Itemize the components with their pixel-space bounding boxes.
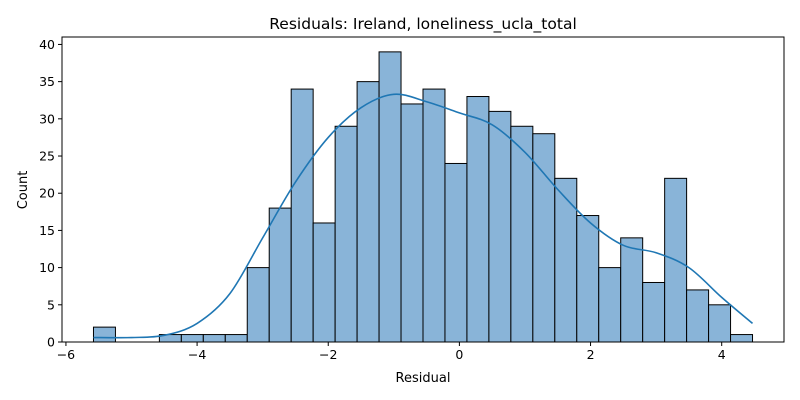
histogram-bar (400, 103, 424, 343)
x-tick-label: −6 (57, 347, 75, 362)
y-tick-label: 30 (39, 111, 55, 126)
histogram-bar (268, 207, 292, 343)
histogram-bar (246, 267, 270, 343)
histogram-bar (312, 222, 336, 343)
y-axis-label: Count (16, 171, 31, 210)
histogram-bar (356, 81, 380, 343)
histogram-bar (334, 125, 358, 343)
histogram-bar (444, 162, 468, 343)
y-tick-label: 35 (39, 74, 55, 89)
histogram-bar (554, 177, 578, 343)
y-tick-label: 10 (39, 260, 55, 275)
histogram-bar (466, 96, 490, 343)
histogram-bar (180, 334, 204, 343)
x-axis-label: Residual (396, 371, 451, 386)
chart-title: Residuals: Ireland, loneliness_ucla_tota… (269, 15, 577, 34)
histogram-bar (620, 237, 644, 343)
histogram-bar (92, 326, 116, 343)
kde-line (93, 93, 754, 339)
histogram-bar (510, 125, 534, 343)
histogram-bar (488, 110, 512, 343)
histogram-bar (290, 88, 314, 343)
y-tick-label: 40 (39, 37, 55, 52)
histogram-bar (730, 334, 754, 343)
y-tick-label: 25 (39, 149, 55, 164)
histogram-bar (224, 334, 248, 343)
kde-group (93, 93, 754, 339)
histogram-bar (708, 304, 732, 343)
bars-group (92, 51, 754, 343)
histogram-bar (598, 267, 622, 343)
histogram-bar (202, 334, 226, 343)
y-tick-label: 20 (39, 186, 55, 201)
histogram-bar (642, 281, 666, 343)
x-tick-label: −4 (188, 347, 206, 362)
histogram-bar (686, 289, 710, 343)
y-tick-label: 0 (47, 335, 55, 350)
plot-frame (61, 36, 785, 343)
x-tick-label: 4 (718, 347, 726, 362)
y-tick-label: 15 (39, 223, 55, 238)
x-tick-label: 0 (455, 347, 463, 362)
x-tick-label: −2 (319, 347, 337, 362)
histogram-bar (576, 215, 600, 343)
histogram-bar (422, 88, 446, 343)
y-tick-label: 5 (47, 297, 55, 312)
x-tick-label: 2 (587, 347, 595, 362)
